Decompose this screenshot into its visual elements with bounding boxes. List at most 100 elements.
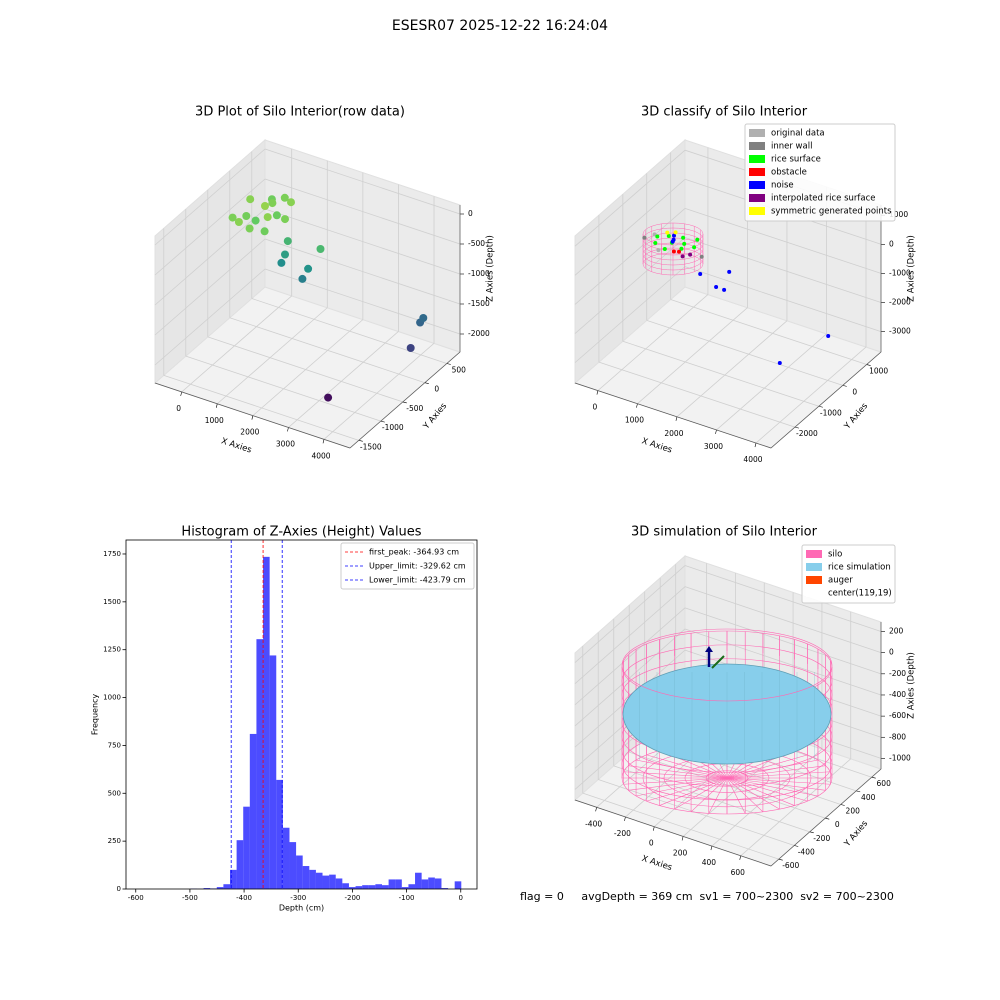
y-tick-label: 500 (108, 789, 121, 797)
histogram-bar (441, 888, 449, 889)
data-point (698, 272, 703, 276)
legend-label: symmetric generated points (771, 207, 892, 217)
legend-label: auger (828, 576, 853, 586)
histogram-bar (230, 869, 237, 889)
x-tick-label: 0 (459, 894, 463, 902)
legend-swatch (749, 142, 765, 150)
z-grid-line (264, 238, 461, 305)
histogram-bar (434, 878, 442, 889)
y-grid-line (207, 336, 403, 403)
silo-wire (674, 777, 728, 810)
x-tick-label: 3000 (704, 442, 723, 451)
y-tick-label: -500 (406, 404, 423, 413)
x-tick (596, 390, 599, 395)
histogram-bar (256, 639, 264, 889)
silo-wire (726, 777, 746, 814)
data-point (672, 233, 676, 238)
data-point (695, 237, 700, 242)
x-tick (675, 416, 678, 421)
legend-box (340, 542, 475, 590)
histogram-bar (415, 872, 422, 889)
z-tick-label: -2000 (468, 329, 490, 338)
y-tick-label: 200 (846, 807, 861, 816)
x-tick-label: -100 (399, 894, 415, 902)
x-tick-label: -600 (128, 894, 144, 902)
legend-label: rice surface (771, 155, 821, 165)
auger-arm (711, 655, 725, 669)
z-grid-line (684, 607, 882, 675)
y-tick (794, 845, 799, 847)
legend-swatch (806, 563, 822, 571)
x-tick-label: 0 (649, 839, 654, 848)
z-tick-label: -3000 (889, 327, 911, 336)
z-tick-label: -600 (889, 711, 906, 720)
histogram-bar (355, 886, 363, 889)
data-point (251, 216, 260, 225)
y-grid-line (582, 792, 779, 860)
silo-wire (726, 777, 795, 806)
data-point (826, 334, 831, 338)
y-tick-label: 1000 (869, 367, 888, 376)
data-point (652, 232, 657, 237)
data-point (260, 227, 269, 236)
axis-line (574, 382, 772, 449)
data-point (679, 246, 684, 251)
histogram-bar (302, 866, 310, 889)
data-point (283, 237, 292, 246)
x-grid-line (637, 307, 748, 405)
data-point (699, 254, 704, 259)
histogram-bar (269, 655, 277, 889)
x-tick-label: 3000 (276, 439, 295, 448)
chart-title: 3D classify of Silo Interior (641, 105, 808, 120)
x-tick-label: -300 (290, 894, 306, 902)
histogram-bar (428, 877, 435, 889)
z-grid-line (574, 266, 686, 363)
chart-title: 3D Plot of Silo Interior(row data) (195, 105, 405, 120)
x-tick-label: -400 (236, 894, 252, 902)
y-tick-label: 1000 (103, 694, 121, 702)
y-tick (866, 364, 871, 366)
data-point (722, 287, 727, 292)
z-tick-label: -1000 (889, 753, 911, 762)
silo-wire (705, 770, 749, 786)
legend-label: interpolated rice surface (771, 194, 876, 204)
y-tick (380, 420, 385, 423)
z-grid-line (264, 148, 461, 215)
data-point (662, 247, 667, 251)
silo-wire (726, 765, 826, 779)
x-tick-label: 0 (176, 404, 181, 413)
histogram-bar (381, 885, 389, 889)
y-tick-label: 400 (861, 793, 876, 802)
legend-box (744, 123, 896, 222)
x-tick-label: 200 (673, 848, 688, 857)
z-tick-label: 0 (889, 648, 894, 657)
silo-wire (690, 777, 728, 813)
data-point (714, 285, 719, 289)
data-point (777, 361, 782, 365)
data-point (316, 245, 325, 253)
z-grid-line (574, 178, 686, 276)
data-point (246, 195, 255, 204)
legend-label: noise (771, 181, 794, 191)
data-point (272, 211, 281, 220)
data-point (261, 202, 269, 210)
y-axis-label: Frequency (91, 694, 100, 736)
y-tick-label: 1500 (103, 598, 121, 606)
y-tick (840, 804, 845, 806)
y-tick-label: -400 (798, 848, 815, 857)
z-tick-label: 1000 (889, 210, 908, 219)
z-tick-label: 200 (889, 627, 904, 636)
data-point (671, 237, 676, 242)
legend-swatch (749, 155, 765, 163)
legend-swatch (806, 576, 822, 584)
y-tick-label: 0 (117, 885, 121, 893)
y-tick (856, 790, 861, 793)
x-tick-label: 4000 (311, 451, 330, 460)
y-tick (825, 817, 830, 820)
data-point (419, 314, 428, 322)
y-tick (842, 385, 847, 387)
histogram-bar (263, 556, 270, 889)
y-tick-label: -1000 (820, 408, 842, 417)
x-tick-label: -500 (182, 894, 198, 902)
